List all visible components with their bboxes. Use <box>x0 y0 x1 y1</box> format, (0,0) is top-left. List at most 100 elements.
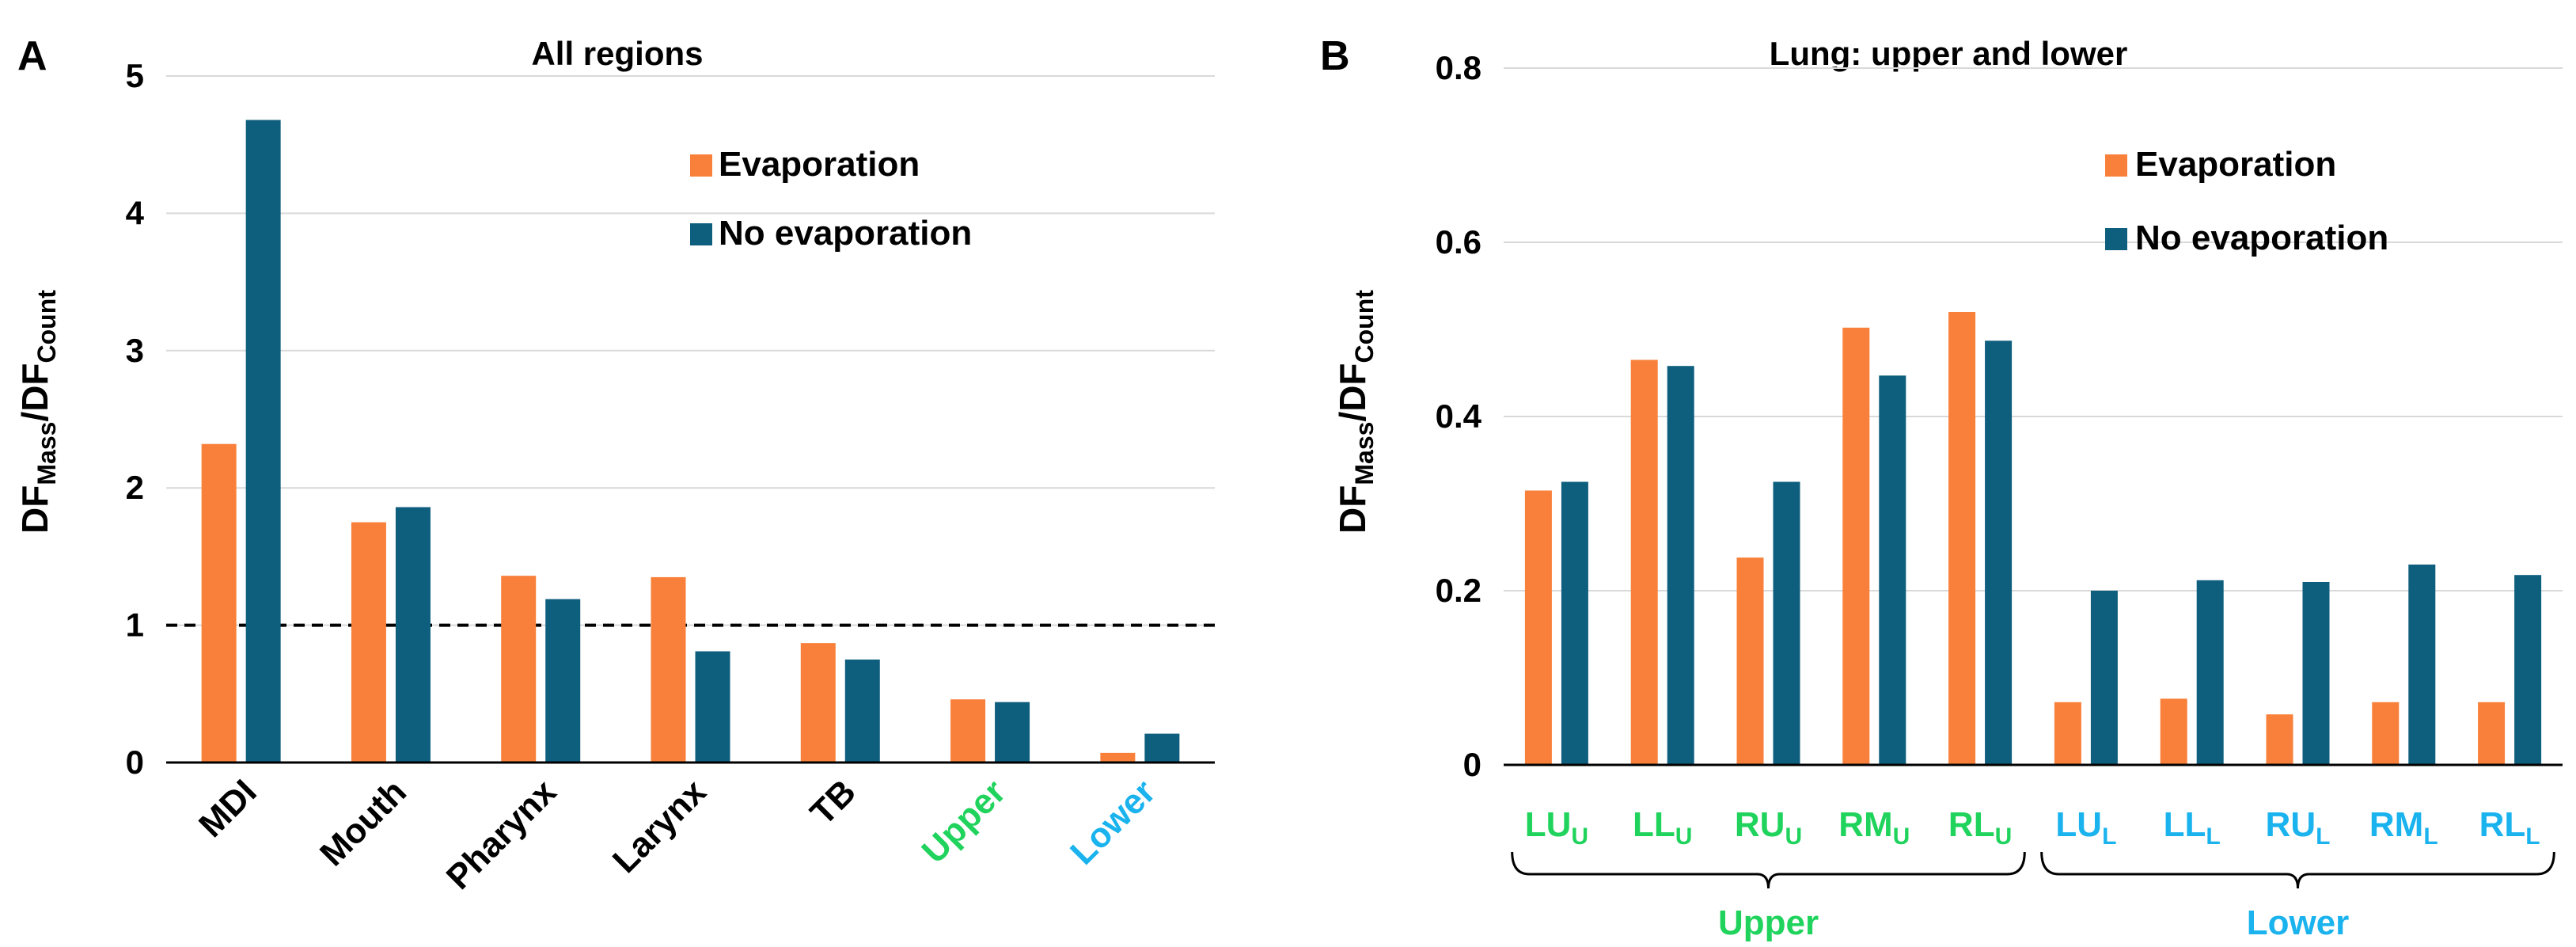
y-label-sub-count: Count <box>32 290 61 363</box>
bar-no-evaporation <box>2302 582 2330 765</box>
legend-label-evaporation: Evaporation <box>2135 145 2336 184</box>
x-tick-label: Larynx <box>605 772 714 880</box>
bar-no-evaporation <box>1879 375 1906 765</box>
panel-b-y-axis-label: DFMass/DFCount <box>1332 290 1379 534</box>
bar-evaporation <box>1948 312 1976 765</box>
group-label: Lower <box>2247 903 2350 942</box>
x-tick-label-subscript: U <box>1893 823 1910 850</box>
x-tick-label-subscript: U <box>1675 823 1693 850</box>
y-tick-label: 0.2 <box>1436 572 1481 609</box>
bar-no-evaporation <box>1144 733 1180 763</box>
x-tick-label: MDI <box>192 772 264 845</box>
y-tick-label: 3 <box>126 332 144 369</box>
x-tick-label: Mouth <box>313 772 414 873</box>
y-tick-label: 0 <box>126 744 144 781</box>
x-tick-label-subscript: L <box>2316 823 2330 850</box>
x-tick-label: RLU <box>1948 805 2012 850</box>
legend-label-no-evaporation: No evaporation <box>719 214 972 253</box>
y-tick-label: 5 <box>126 57 144 94</box>
x-tick-label: LUU <box>1525 805 1588 850</box>
x-tick-label-subscript: U <box>1571 823 1588 850</box>
y-tick-label: 0.4 <box>1436 397 1482 435</box>
x-tick-label-subscript: L <box>2206 823 2220 850</box>
bar-evaporation <box>651 576 686 763</box>
x-tick-label: LLU <box>1633 805 1692 850</box>
bar-evaporation <box>201 443 237 763</box>
bar-no-evaporation <box>1561 481 1588 765</box>
legend-label-evaporation: Evaporation <box>719 145 920 184</box>
x-tick-label-base: RM <box>1838 805 1892 844</box>
bar-no-evaporation <box>995 702 1030 763</box>
bar-evaporation <box>2478 702 2506 765</box>
x-tick-label: LUL <box>2055 805 2116 850</box>
x-tick-label-base: RU <box>2266 805 2316 844</box>
x-tick-label: RML <box>2369 805 2438 850</box>
y-tick-label: 4 <box>126 194 145 231</box>
x-tick-label-base: LU <box>1525 805 1572 844</box>
x-tick-label: TB <box>803 772 863 832</box>
panel-b: B Lung: upper and lower DFMass/DFCount 0… <box>1320 33 2563 942</box>
y-label-sub-mass: Mass <box>1350 422 1379 485</box>
panel-b-group-brackets: Upper Lower <box>1511 851 2555 942</box>
x-tick-label: Upper <box>915 772 1014 871</box>
x-tick-label-subscript: L <box>2102 823 2116 850</box>
legend-swatch-evaporation <box>690 154 712 177</box>
x-tick-label-subscript: U <box>1785 823 1802 850</box>
bar-evaporation <box>2054 702 2081 765</box>
bar-no-evaporation <box>2090 591 2118 765</box>
x-tick-label: RMU <box>1838 805 1910 850</box>
legend-label-no-evaporation: No evaporation <box>2135 219 2388 257</box>
x-tick-label-subscript: L <box>2423 823 2438 850</box>
panel-b-bars <box>1524 312 2542 765</box>
panel-a-y-axis-label: DFMass/DFCount <box>14 290 61 534</box>
panel-a-letter: A <box>17 33 47 79</box>
panel-b-y-ticks: 0 0.2 0.4 0.6 0.8 <box>1436 49 1482 783</box>
bar-no-evaporation <box>1773 481 1800 765</box>
y-tick-label: 2 <box>126 469 144 506</box>
x-tick-label-base: RL <box>1948 805 1995 844</box>
bar-no-evaporation <box>2196 580 2224 765</box>
bar-evaporation <box>501 576 537 763</box>
bar-evaporation <box>351 522 386 763</box>
bar-no-evaporation <box>245 120 281 763</box>
y-label-sub-count: Count <box>1350 290 1379 363</box>
panel-b-x-ticks: LUU LLU RUU RMU RLU LUL LLL RUL RML RLL <box>1525 805 2540 850</box>
y-tick-label: 0.8 <box>1436 49 1481 86</box>
x-tick-label-base: LU <box>2055 805 2102 844</box>
x-tick-label-base: LL <box>2164 805 2206 844</box>
panel-a-legend: Evaporation No evaporation <box>690 145 972 253</box>
y-tick-label: 1 <box>126 607 144 644</box>
y-label-df: DF <box>14 485 55 534</box>
bar-no-evaporation <box>1985 340 2013 765</box>
panel-a-y-ticks: 0 1 2 3 4 5 <box>126 57 145 781</box>
x-tick-label: Lower <box>1063 772 1163 872</box>
panel-b-grid <box>1504 67 2563 591</box>
group-bracket <box>2040 851 2555 889</box>
panel-b-legend: Evaporation No evaporation <box>2105 145 2388 257</box>
x-tick-label: RLL <box>2479 805 2540 850</box>
bar-no-evaporation <box>695 651 730 763</box>
x-tick-label: Pharynx <box>439 772 564 897</box>
bar-evaporation <box>2372 702 2400 765</box>
x-tick-label-base: RL <box>2479 805 2526 844</box>
x-tick-label: RUL <box>2266 805 2331 850</box>
bar-no-evaporation <box>545 599 581 763</box>
x-tick-label-base: LL <box>1633 805 1675 844</box>
bar-no-evaporation <box>1667 366 1694 765</box>
group-bracket <box>1511 851 2026 889</box>
x-tick-label-base: RU <box>1735 805 1785 844</box>
bar-evaporation <box>950 699 986 763</box>
panel-a-x-ticks: MDI Mouth Pharynx Larynx TB Upper Lower <box>192 772 1163 897</box>
group-label: Upper <box>1718 903 1819 942</box>
legend-swatch-no-evaporation <box>690 223 712 245</box>
y-tick-label: 0.6 <box>1436 223 1481 261</box>
bar-evaporation <box>1630 359 1658 765</box>
y-label-sub-mass: Mass <box>32 422 61 485</box>
bar-evaporation <box>2266 714 2293 765</box>
panel-a-title: All regions <box>531 35 703 72</box>
bar-no-evaporation <box>844 659 880 763</box>
bar-evaporation <box>1736 557 1764 765</box>
bar-no-evaporation <box>395 507 431 763</box>
y-label-sep: /DF <box>14 363 55 421</box>
